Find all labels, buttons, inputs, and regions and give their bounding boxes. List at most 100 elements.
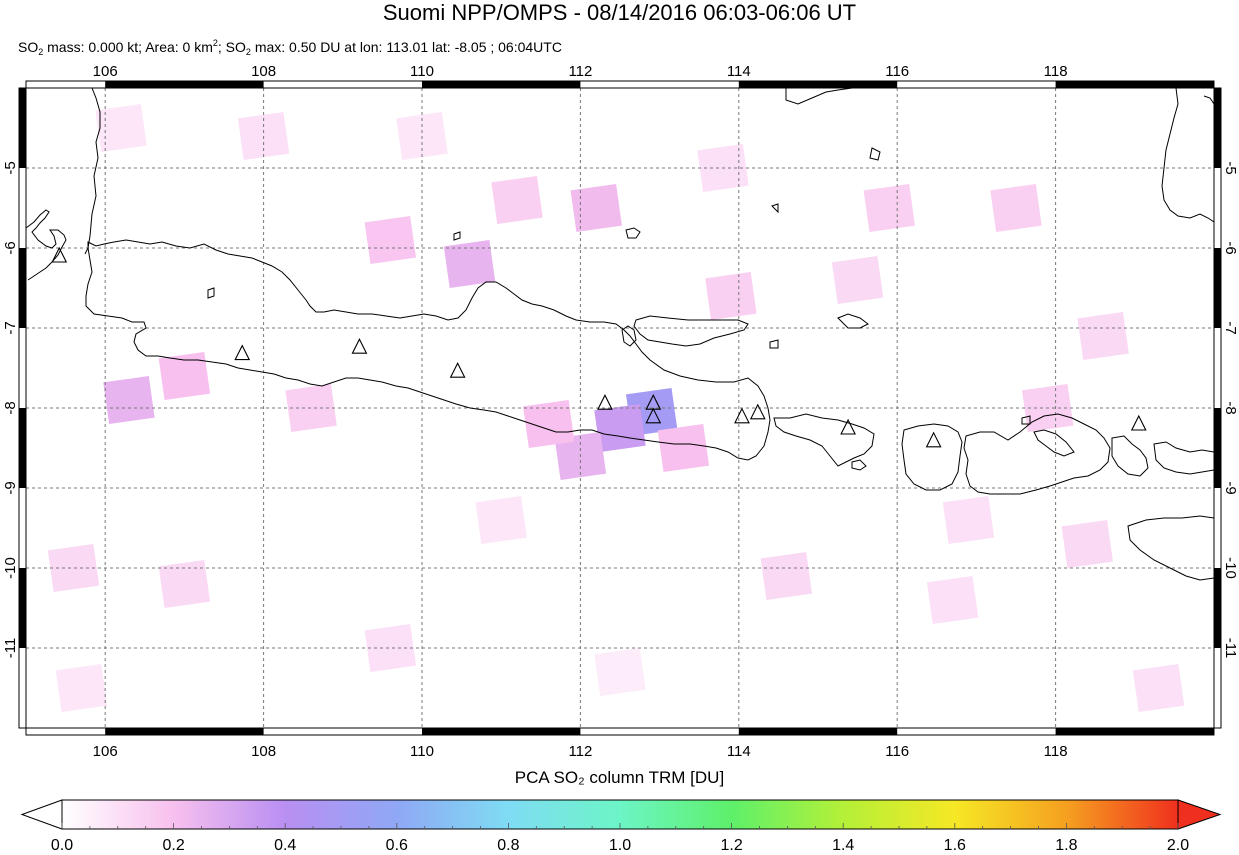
lon-tick-label-bottom: 108 bbox=[251, 743, 276, 760]
coastline-islet-4 bbox=[769, 339, 779, 349]
so2-field-layer bbox=[47, 104, 1185, 712]
so2-cell bbox=[1061, 520, 1113, 568]
so2-cell bbox=[705, 272, 757, 320]
colorbar-tick-label: 1.0 bbox=[608, 837, 632, 854]
lat-tick-label-right: -7 bbox=[1222, 321, 1239, 334]
so2-cell bbox=[158, 352, 211, 400]
so2-cell bbox=[491, 176, 543, 224]
volcano-marker bbox=[645, 407, 662, 424]
so2-cell bbox=[760, 552, 813, 600]
colorbar-tick-label: 1.2 bbox=[720, 837, 743, 854]
lat-tick-label-left: -7 bbox=[2, 321, 19, 334]
lon-tick-label-bottom: 118 bbox=[1044, 743, 1068, 760]
colorbar-tick-label: 0.6 bbox=[385, 837, 408, 854]
so2-cell bbox=[158, 560, 211, 608]
frame-band-top bbox=[738, 81, 898, 88]
so2-cell bbox=[475, 496, 527, 544]
coastline-karimun bbox=[625, 227, 641, 239]
coastline-kalimantan bbox=[785, 88, 853, 105]
frame-band-top bbox=[105, 81, 264, 88]
volcano-marker bbox=[925, 431, 942, 448]
frame-outline-left bbox=[18, 87, 27, 729]
lon-tick-label-bottom: 106 bbox=[93, 743, 118, 760]
coastline-java bbox=[85, 239, 771, 461]
so2-cell bbox=[364, 216, 417, 264]
so2-cell bbox=[594, 648, 646, 696]
so2-cell bbox=[285, 384, 337, 432]
frame-band-right bbox=[1214, 88, 1221, 168]
lon-tick-label-top: 116 bbox=[885, 63, 909, 80]
colorbar bbox=[20, 799, 1222, 830]
frame-band-left bbox=[19, 248, 26, 328]
grid-layer bbox=[26, 88, 1214, 728]
coastline-flores-west bbox=[1153, 441, 1214, 475]
coastline-nusa-penida bbox=[851, 459, 867, 471]
coastline-flores bbox=[1111, 435, 1149, 477]
coastline-islet-1 bbox=[207, 287, 215, 299]
coastline-sumatra bbox=[26, 209, 67, 281]
lat-tick-label-right: -10 bbox=[1222, 557, 1239, 579]
max-subscript: 2 bbox=[245, 47, 251, 57]
so2-cell bbox=[1132, 664, 1185, 712]
lon-tick-label-top: 110 bbox=[410, 63, 434, 80]
colorbar-tick-label: 1.4 bbox=[832, 837, 855, 854]
frame-band-top bbox=[422, 81, 581, 88]
lat-tick-label-right: -8 bbox=[1222, 401, 1239, 414]
coastline-sumbawa bbox=[963, 413, 1111, 495]
lat-tick-label-right: -6 bbox=[1222, 241, 1239, 254]
max-prefix: ; SO bbox=[217, 39, 246, 55]
so2-cell bbox=[942, 496, 995, 544]
volcano-marker bbox=[734, 407, 750, 424]
coastline-sumba bbox=[1127, 515, 1214, 581]
frame-band-bottom bbox=[1055, 728, 1214, 735]
so2-cell bbox=[1077, 312, 1129, 360]
frame-band-right bbox=[1214, 408, 1221, 488]
so2-cell bbox=[47, 544, 100, 592]
coastline-layer bbox=[26, 88, 1214, 581]
map-title: Suomi NPP/OMPS - 08/14/2016 06:03-06:06 … bbox=[382, 0, 857, 25]
area-superscript: 2 bbox=[212, 38, 218, 48]
coastline-sumatra-north bbox=[84, 88, 101, 255]
coastline-sumbawa-bay bbox=[1033, 429, 1075, 457]
lon-tick-label-bottom: 114 bbox=[727, 743, 751, 760]
frame-band-left bbox=[19, 408, 26, 488]
coastline-madura bbox=[633, 315, 749, 347]
coastline-bawean bbox=[869, 147, 881, 161]
axis-labels: 106 106 108 108 110 110 112 112 114 114 116 116 118 1… bbox=[2, 63, 1239, 760]
lat-tick-label-left: -5 bbox=[2, 161, 19, 174]
lon-tick-label-top: 112 bbox=[568, 63, 592, 80]
lat-tick-label-right: -9 bbox=[1222, 481, 1239, 494]
frame-band-left bbox=[19, 88, 26, 168]
lon-tick-label-top: 108 bbox=[251, 63, 276, 80]
colorbar-tick-label: 2.0 bbox=[1166, 837, 1190, 854]
so2-cell bbox=[863, 184, 915, 232]
colorbar-title: PCA SO₂ column TRM [DU] bbox=[514, 768, 725, 787]
so2-cell bbox=[926, 576, 979, 624]
coastline-islet-3 bbox=[771, 203, 779, 214]
frame-band-bottom bbox=[422, 728, 581, 735]
so2-cell bbox=[364, 624, 417, 672]
lat-tick-label-left: -8 bbox=[2, 401, 19, 414]
lat-tick-label-right: -11 bbox=[1222, 638, 1239, 659]
coastline-kangean bbox=[837, 313, 869, 329]
lat-tick-label-left: -6 bbox=[2, 241, 19, 254]
lon-tick-label-bottom: 112 bbox=[568, 743, 592, 760]
volcano-marker bbox=[840, 418, 856, 435]
colorbar-high-arrow bbox=[1177, 799, 1222, 830]
coastline-islet-5 bbox=[1021, 415, 1031, 425]
so2-statistics: SO2 mass: 0.000 kt; Area: 0 km2; SO2 max… bbox=[18, 34, 562, 61]
coastline-islet-2 bbox=[453, 231, 461, 241]
lat-tick-label-left: -11 bbox=[2, 638, 19, 659]
frame-outline-top bbox=[25, 80, 1215, 89]
frame-band-left bbox=[19, 568, 26, 648]
so2-cell bbox=[594, 404, 646, 452]
frame-band-top bbox=[1055, 81, 1214, 88]
volcano-marker bbox=[234, 344, 251, 361]
colorbar-tick-label: 0.2 bbox=[162, 837, 185, 854]
mass-text: mass: 0.000 kt; Area: 0 km bbox=[43, 39, 213, 55]
frame-band-right bbox=[1214, 248, 1221, 328]
colorbar-low-arrow bbox=[20, 799, 63, 830]
frame-band-bottom bbox=[738, 728, 898, 735]
colorbar-tick-label: 0.0 bbox=[50, 837, 74, 854]
